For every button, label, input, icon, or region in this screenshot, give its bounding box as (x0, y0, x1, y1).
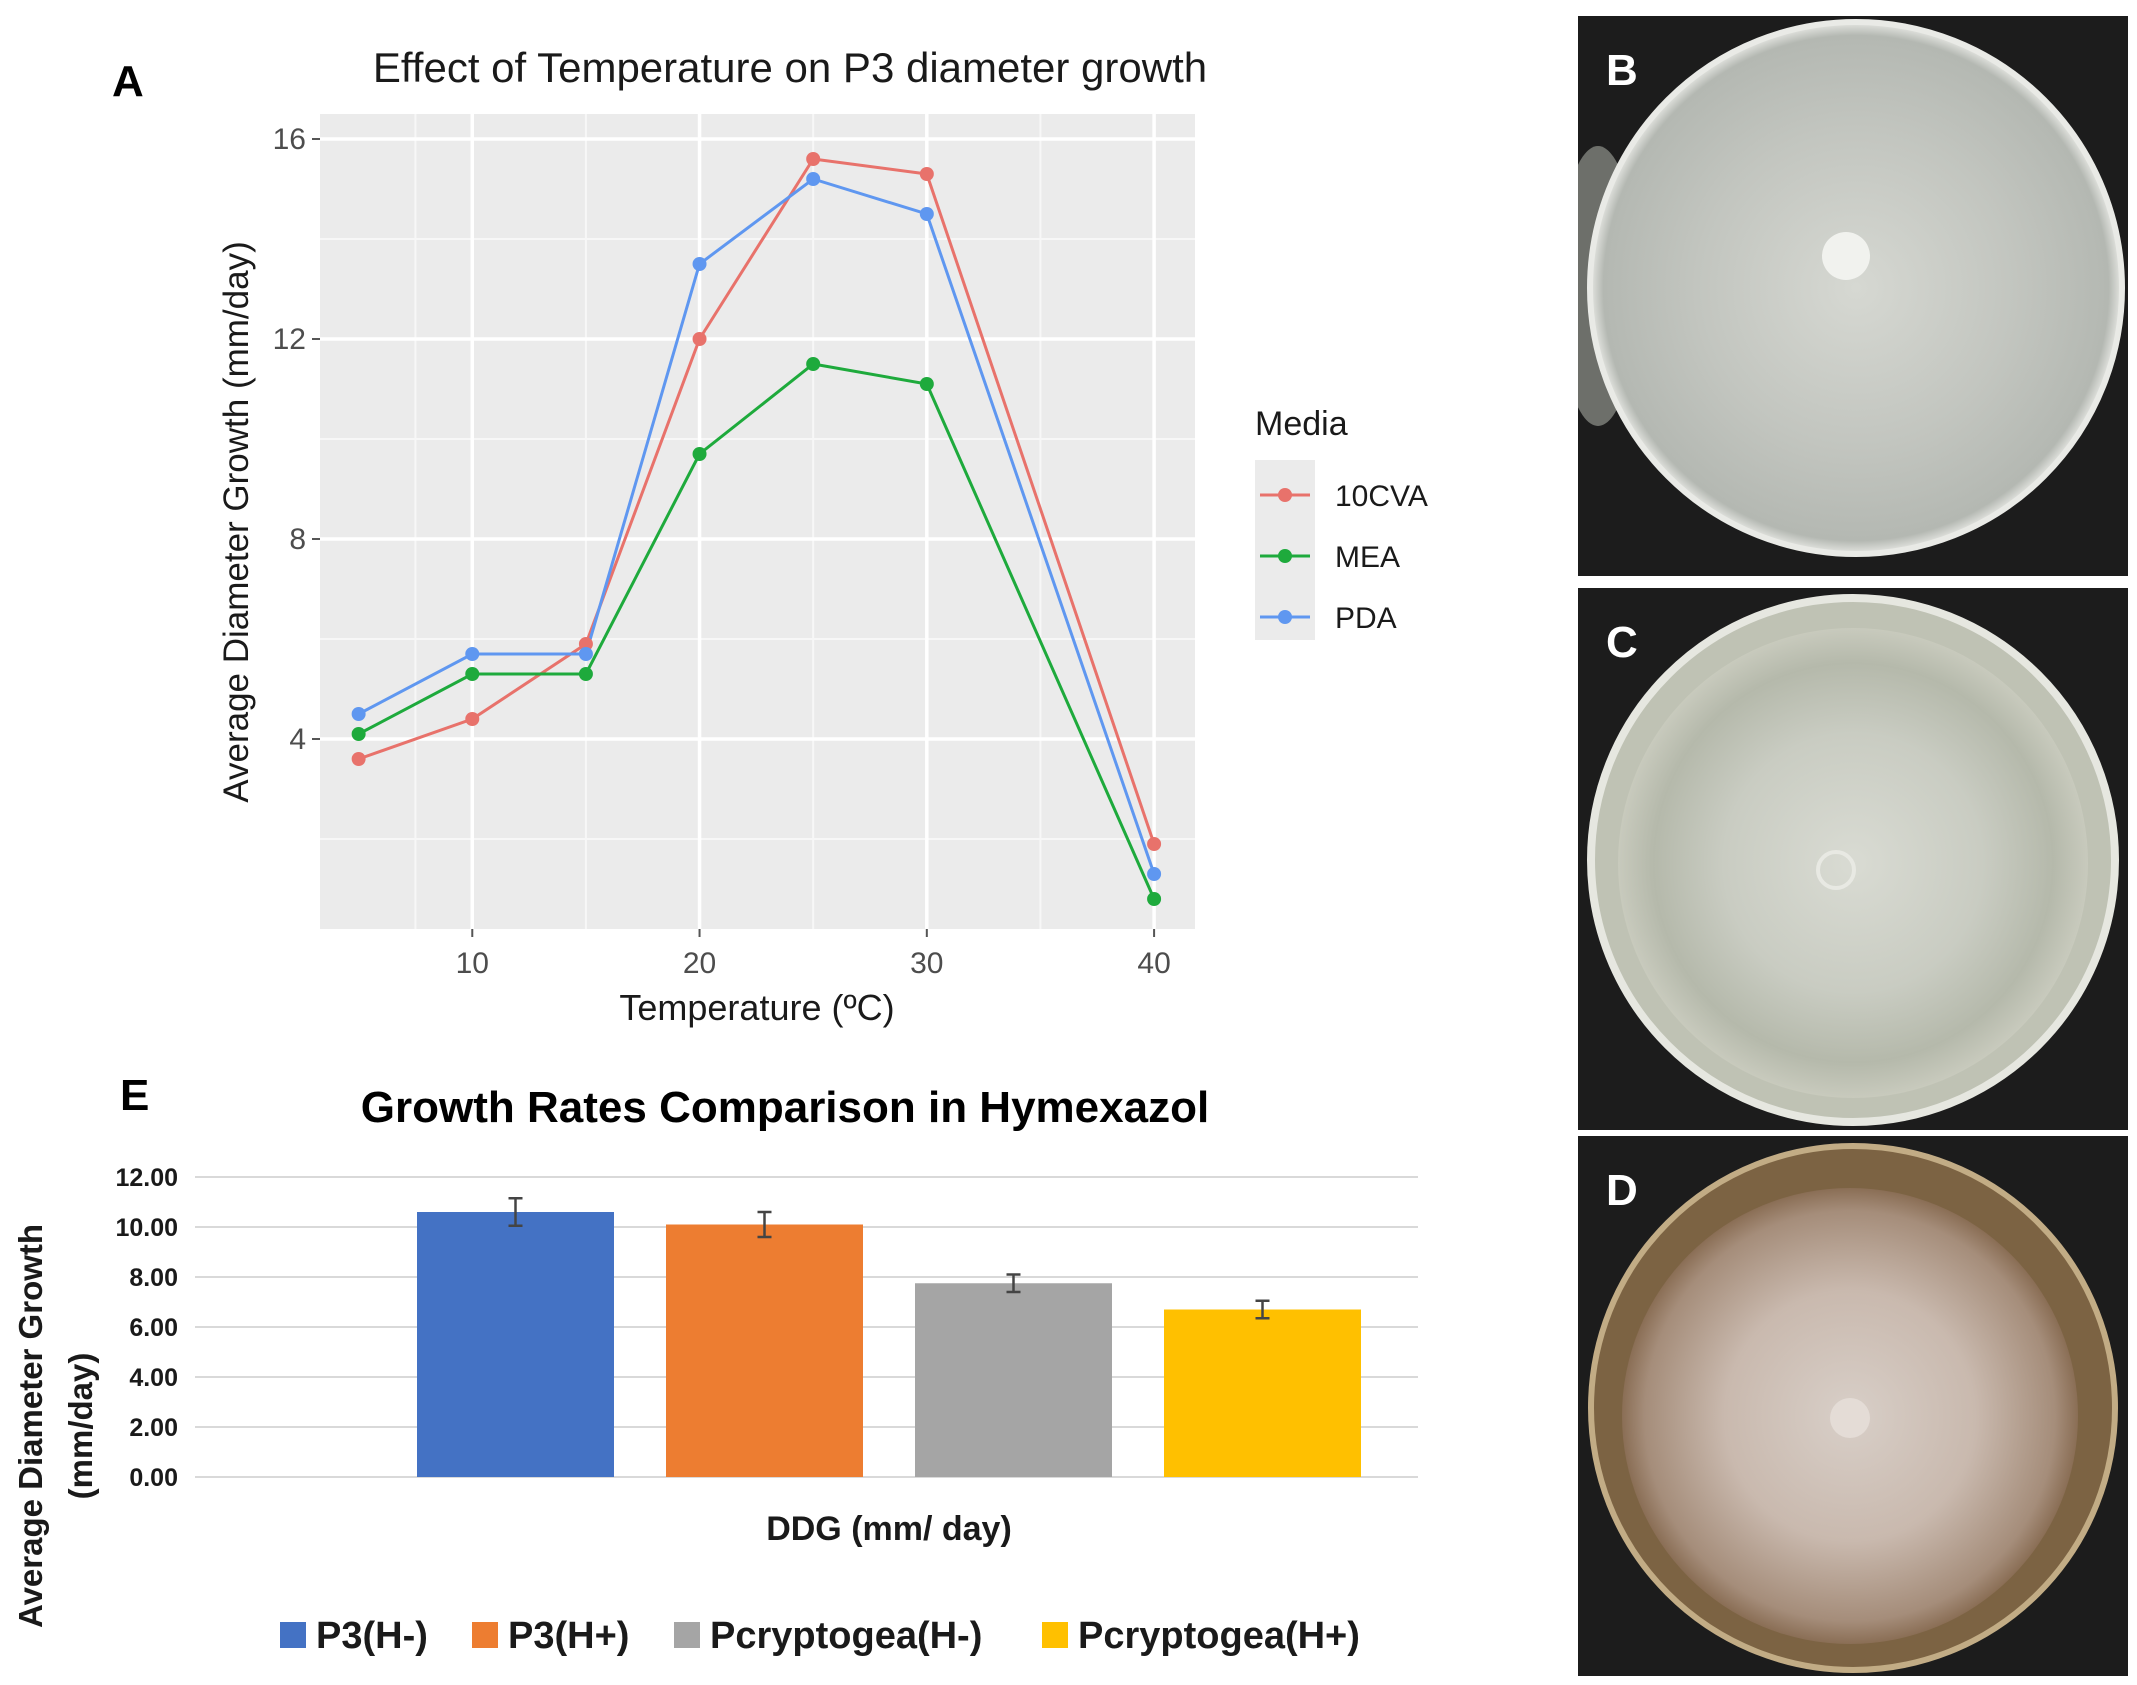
data-point-mea (1147, 892, 1162, 906)
data-point-10cva (465, 712, 480, 726)
legend-label-10cva: 10CVA (1335, 480, 1428, 513)
data-point-10cva (351, 752, 366, 766)
legend-label-mea: MEA (1335, 541, 1400, 574)
data-point-mea (919, 377, 934, 391)
legend-title: Media (1255, 405, 1348, 443)
panel-letter-c: C (1606, 618, 1638, 667)
bar-pcryptogea(h-) (915, 1283, 1112, 1477)
data-point-pda (919, 207, 934, 221)
data-point-10cva (806, 152, 821, 166)
data-point-10cva (578, 637, 593, 651)
y-tick-label: 12 (273, 323, 306, 356)
legend-label-p3(h+): P3(H+) (508, 1615, 629, 1657)
panel-d-photo: D (1578, 1136, 2128, 1676)
y-tick-label: 8.00 (129, 1264, 178, 1292)
data-point-pda (578, 647, 593, 661)
legend-label-pcryptogea(h+): Pcryptogea(H+) (1078, 1615, 1360, 1657)
dish-rim (1588, 1143, 2118, 1673)
panel-letter-d: D (1606, 1166, 1638, 1215)
data-point-10cva (692, 332, 707, 346)
y-tick-label: 6.00 (129, 1314, 178, 1342)
y-tick-label: 16 (273, 123, 306, 156)
legend-swatch-p3(h-) (280, 1622, 306, 1648)
x-tick-label: 20 (683, 947, 716, 980)
y-tick-label: 4.00 (129, 1364, 178, 1392)
y-axis-label-e-line2: (mm/day) (62, 1353, 99, 1500)
y-tick-label: 8 (289, 523, 306, 556)
legend-label-pcryptogea(h-): Pcryptogea(H-) (710, 1615, 982, 1657)
data-point-mea (578, 667, 593, 681)
legend-swatch-p3(h+) (472, 1622, 498, 1648)
panel-b-photo: B (1578, 16, 2128, 576)
mycelium-colony (1590, 22, 2122, 554)
x-axis-label: Temperature (ºC) (619, 987, 894, 1028)
dish-rim (1587, 594, 2119, 1126)
y-tick-label: 2.00 (129, 1414, 178, 1442)
y-tick-label: 12.00 (115, 1164, 178, 1192)
legend-label-p3(h-): P3(H-) (316, 1615, 428, 1657)
chart-e-title: Growth Rates Comparison in Hymexazol (361, 1083, 1209, 1132)
data-point-pda (806, 172, 821, 186)
y-tick-label: 10.00 (115, 1214, 178, 1242)
panel-letter-b: B (1606, 46, 1638, 95)
y-axis-label-e-line1: Average Diameter Growth (12, 1224, 49, 1628)
legend-swatch-pcryptogea(h+) (1042, 1622, 1068, 1648)
data-point-mea (806, 357, 821, 371)
x-tick-label: 40 (1137, 947, 1170, 980)
dish-rim (1587, 19, 2125, 557)
x-tick-label: 10 (456, 947, 489, 980)
x-axis-label-e: DDG (mm/ day) (766, 1510, 1012, 1548)
data-point-pda (465, 647, 480, 661)
panel-letter-e: E (120, 1071, 149, 1120)
bar-pcryptogea(h+) (1164, 1309, 1361, 1477)
x-tick-label: 30 (910, 947, 943, 980)
inoculum-plug (1830, 1398, 1870, 1438)
legend-label-pda: PDA (1335, 602, 1397, 635)
inoculum-plug (1816, 850, 1856, 890)
petri-dish-c (1587, 594, 2119, 1126)
data-point-pda (351, 707, 366, 721)
inoculum-plug (1822, 232, 1870, 280)
line-chart-temperature: A Effect of Temperature on P3 diameter g… (112, 44, 1428, 1028)
data-point-mea (692, 447, 707, 461)
data-point-pda (692, 257, 707, 271)
y-tick-label: 4 (289, 723, 306, 756)
bar-chart-hymexazol: E Growth Rates Comparison in Hymexazol 0… (12, 1071, 1418, 1657)
data-point-10cva (1147, 837, 1162, 851)
legend-key-point-10cva (1278, 488, 1292, 502)
plot-area (320, 114, 1195, 929)
petri-dish-b (1578, 19, 2125, 557)
legend-key-point-pda (1278, 610, 1292, 624)
bar-p3(h+) (666, 1224, 863, 1477)
bar-p3(h-) (417, 1212, 614, 1477)
data-point-mea (351, 727, 366, 741)
legend-swatch-pcryptogea(h-) (674, 1622, 700, 1648)
data-point-mea (465, 667, 480, 681)
data-point-pda (1147, 867, 1162, 881)
legend-key-point-mea (1278, 549, 1292, 563)
panel-letter-a: A (112, 57, 144, 106)
chart-a-title: Effect of Temperature on P3 diameter gro… (373, 44, 1207, 91)
petri-dish-d (1588, 1143, 2118, 1673)
panel-c-photo: C (1578, 588, 2128, 1130)
data-point-10cva (919, 167, 934, 181)
y-axis-label: Average Diameter Growth (mm/day) (217, 241, 256, 802)
y-tick-label: 0.00 (129, 1464, 178, 1492)
